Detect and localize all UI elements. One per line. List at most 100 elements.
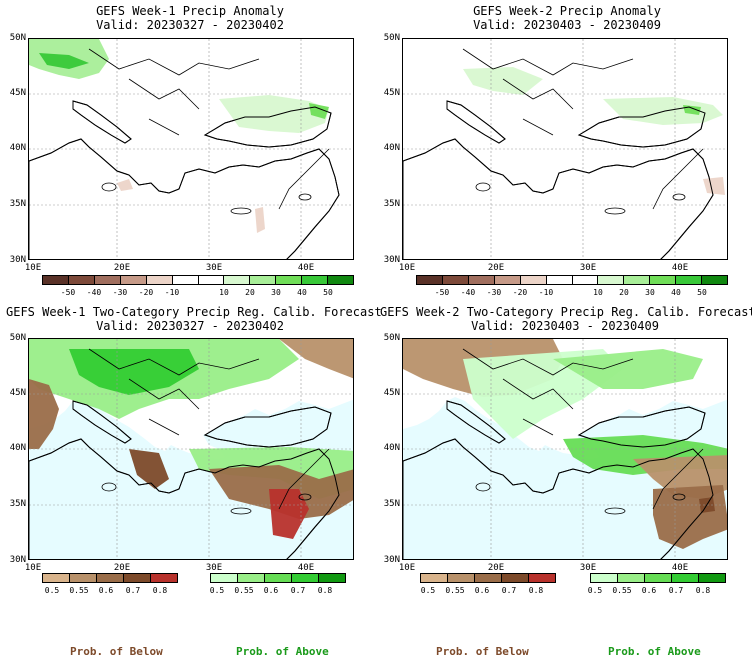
p3-above-swatch-0 <box>211 574 238 582</box>
p4-below-lab-4: 0.8 <box>528 586 544 595</box>
p3-above-lab-0: 0.5 <box>209 586 225 595</box>
cbl2-label-5: 10 <box>593 288 603 297</box>
p1-lon-30e: 30E <box>205 263 223 273</box>
crete-island <box>230 507 252 515</box>
p3-below-ne <box>279 339 353 379</box>
panel4-title-line2: Valid: 20230403 - 20230409 <box>471 319 659 333</box>
coastline-adriatic <box>72 100 132 144</box>
anom-wet-turkey <box>219 95 329 133</box>
p1-lon-40e: 40E <box>297 263 315 273</box>
p4-below-lab-0: 0.5 <box>420 586 436 595</box>
p3-lon-10e: 10E <box>24 563 42 573</box>
cbl2-label-7: 30 <box>645 288 655 297</box>
p3-lon-20e: 20E <box>113 563 131 573</box>
legend-above-left: Prob. of Above <box>236 645 329 658</box>
p4-below-lab-2: 0.6 <box>474 586 490 595</box>
p1-anom-swatch-9 <box>276 276 303 284</box>
p4-below-swatch-4 <box>529 574 555 582</box>
p1-anom-swatch-2 <box>94 276 121 284</box>
coastline-black-sea <box>577 106 706 148</box>
p2-anom-swatch-7 <box>598 276 625 284</box>
p2-anom-swatch-1 <box>442 276 469 284</box>
panel2-title-line1: GEFS Week-2 Precip Anomaly <box>473 4 661 18</box>
mediterranean-sea <box>403 138 714 259</box>
p1-anom-swatch-5 <box>172 276 199 284</box>
p3-above-lab-1: 0.55 <box>234 586 254 595</box>
coastline-black-sea <box>203 106 332 148</box>
sicily-island <box>475 182 491 192</box>
p4-below-swatch-1 <box>448 574 475 582</box>
p3-below-lab-3: 0.7 <box>125 586 141 595</box>
p2-lat-50n: 50N <box>383 33 400 43</box>
p3-lat-45n: 45N <box>9 388 26 398</box>
country-borders <box>462 48 704 210</box>
anom-dry-levant <box>255 207 265 233</box>
coastline-mediterranean <box>403 438 714 559</box>
anom-wet-core <box>39 53 89 69</box>
cbl1-label-4: -10 <box>164 288 180 297</box>
p3-below-lab-4: 0.8 <box>152 586 168 595</box>
p4-above-lab-0: 0.5 <box>587 586 603 595</box>
p2-anom-swatch-6 <box>572 276 599 284</box>
cbl2-label-2: -30 <box>486 288 502 297</box>
p3-lat-30n: 30N <box>9 555 26 565</box>
panel2-map <box>402 38 728 260</box>
p4-above-lab-1: 0.55 <box>612 586 632 595</box>
p4-lat-35n: 35N <box>383 499 400 509</box>
p1-lon-20e: 20E <box>113 263 131 273</box>
p3-below-greece <box>129 449 169 489</box>
p3-above-lab-2: 0.6 <box>263 586 279 595</box>
p2-lon-30e: 30E <box>579 263 597 273</box>
p3-lat-50n: 50N <box>9 333 26 343</box>
coastline-black-sea <box>203 406 332 448</box>
p2-anom-swatch-3 <box>494 276 521 284</box>
p3-below-levant <box>269 489 309 539</box>
p4-below-swatch-0 <box>421 574 448 582</box>
cbl1-label-2: -30 <box>112 288 128 297</box>
panel3-map-svg <box>29 339 353 559</box>
anom2-dry-east <box>703 177 725 195</box>
cyprus-island <box>672 493 686 501</box>
p3-lon-40e: 40E <box>297 563 315 573</box>
country-borders <box>88 348 330 510</box>
coastline-adriatic <box>446 100 506 144</box>
coastline-adriatic <box>446 400 506 444</box>
p4-lon-10e: 10E <box>398 563 416 573</box>
p1-lat-45n: 45N <box>9 88 26 98</box>
p2-lon-20e: 20E <box>487 263 505 273</box>
mediterranean-sea <box>29 138 340 259</box>
crete-island <box>604 507 626 515</box>
panel3-below-colorbar <box>42 573 178 583</box>
p4-above-lab-4: 0.8 <box>695 586 711 595</box>
p3-above-swatch-1 <box>238 574 265 582</box>
cbl2-label-9: 50 <box>697 288 707 297</box>
coastline-black-sea <box>577 406 706 448</box>
p4-lat-30n: 30N <box>383 555 400 565</box>
panel1-title-line1: GEFS Week-1 Precip Anomaly <box>96 4 284 18</box>
p4-lon-40e: 40E <box>671 563 689 573</box>
p1-anom-swatch-1 <box>68 276 95 284</box>
panel4-map-svg <box>403 339 727 559</box>
p2-lon-10e: 10E <box>398 263 416 273</box>
panel1-title-line2: Valid: 20230327 - 20230402 <box>96 18 284 32</box>
panel3-title-line2: Valid: 20230327 - 20230402 <box>96 319 284 333</box>
p4-lat-45n: 45N <box>383 388 400 398</box>
p3-above-swatch-2 <box>265 574 292 582</box>
panel4-map <box>402 338 728 560</box>
legend-below-left: Prob. of Below <box>70 645 163 658</box>
p2-anom-swatch-5 <box>546 276 573 284</box>
sicily-island <box>101 182 117 192</box>
p3-above-core <box>69 349 199 395</box>
p2-anom-swatch-11 <box>702 276 728 284</box>
panel4-title: GEFS Week-2 Two-Category Precip Reg. Cal… <box>380 305 752 333</box>
p1-lon-10e: 10E <box>24 263 42 273</box>
panel3-title-line1: GEFS Week-1 Two-Category Precip Reg. Cal… <box>6 305 382 319</box>
anom-dry-sicily <box>117 179 133 191</box>
p1-anom-swatch-4 <box>146 276 173 284</box>
p3-below-lab-0: 0.5 <box>44 586 60 595</box>
p4-below-swatch-3 <box>502 574 529 582</box>
cbl2-label-6: 20 <box>619 288 629 297</box>
panel1-title: GEFS Week-1 Precip Anomaly Valid: 202303… <box>40 4 340 32</box>
p3-lat-35n: 35N <box>9 499 26 509</box>
sicily-island <box>475 482 491 492</box>
